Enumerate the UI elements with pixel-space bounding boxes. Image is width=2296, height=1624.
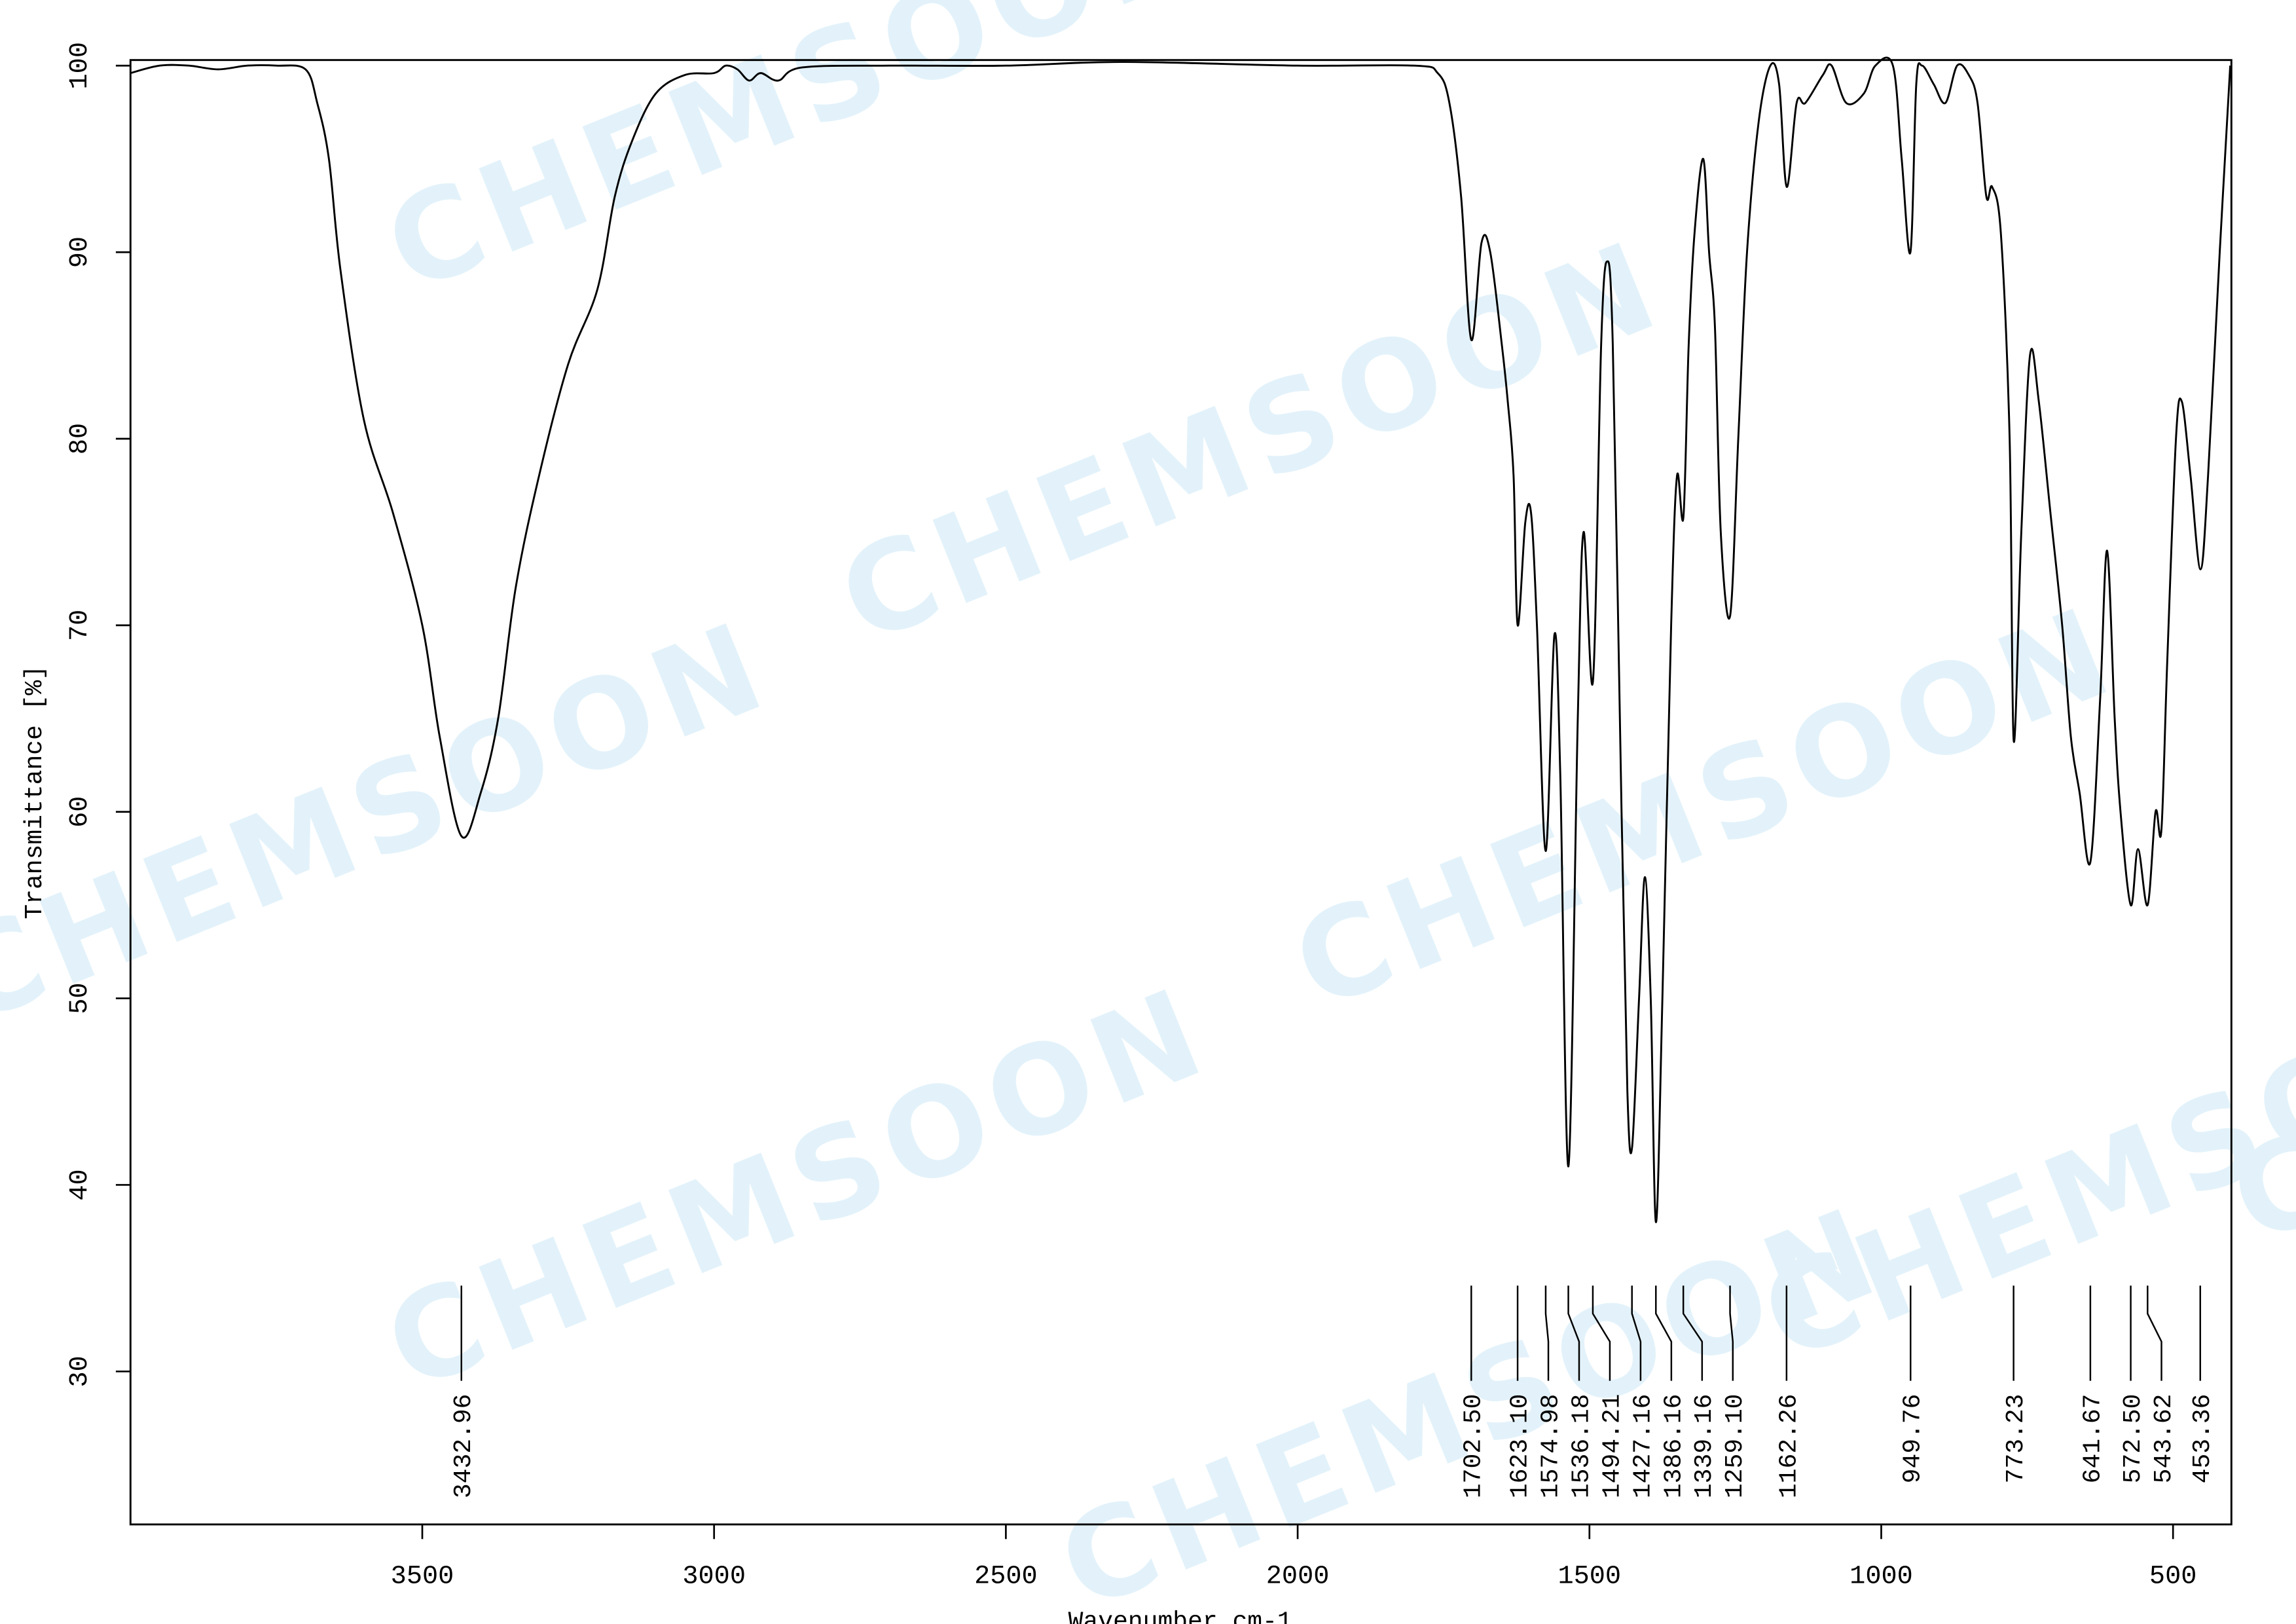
peak-label: 1259.10 bbox=[1721, 1394, 1749, 1499]
y-tick-label: 60 bbox=[65, 796, 95, 828]
x-tick-label: 3500 bbox=[391, 1561, 454, 1591]
peak-marker bbox=[1655, 1285, 1673, 1381]
peak-marker bbox=[1631, 1285, 1642, 1381]
watermark-text: CHEMSOON bbox=[368, 0, 1228, 320]
y-tick-label: 50 bbox=[65, 982, 95, 1014]
plot-frame bbox=[129, 59, 2232, 1526]
peak-marker bbox=[1544, 1285, 1550, 1381]
watermark-text: CHEMSOON bbox=[1275, 580, 2136, 1038]
x-tick-label: 2000 bbox=[1266, 1561, 1330, 1591]
peak-label: 1494.21 bbox=[1598, 1394, 1626, 1499]
x-axis: 3500 3000 2500 2000 1500 1000 500 bbox=[391, 1524, 2196, 1591]
watermark-text: CHEMSOON bbox=[368, 960, 1228, 1418]
peak-marker bbox=[1567, 1285, 1580, 1381]
peak-marker bbox=[1729, 1285, 1734, 1381]
peak-marker bbox=[1682, 1285, 1704, 1381]
x-tick-label: 2500 bbox=[974, 1561, 1038, 1591]
peak-label: 773.23 bbox=[2002, 1394, 2030, 1484]
peak-label: 1162.26 bbox=[1775, 1394, 1803, 1499]
peak-labels: 3432.96 1702.50 1623.10 1574.98 1536.18 1494.… bbox=[450, 1285, 2217, 1498]
y-tick-label: 100 bbox=[65, 42, 95, 89]
peak-label: 949.76 bbox=[1899, 1394, 1927, 1484]
peak-label: 3432.96 bbox=[450, 1394, 478, 1499]
x-tick-label: 1500 bbox=[1558, 1561, 1621, 1591]
y-tick-label: 80 bbox=[65, 423, 95, 454]
peak-label: 543.62 bbox=[2150, 1394, 2178, 1484]
peak-label: 1386.16 bbox=[1660, 1394, 1688, 1499]
spectrum-line bbox=[130, 56, 2231, 1223]
peak-label: 641.67 bbox=[2079, 1394, 2107, 1484]
peak-label: 1702.50 bbox=[1460, 1394, 1488, 1499]
peak-marker bbox=[2147, 1285, 2162, 1381]
peak-label: 1536.18 bbox=[1567, 1394, 1595, 1499]
x-tick-label: 3000 bbox=[682, 1561, 746, 1591]
peak-marker bbox=[1592, 1285, 1611, 1381]
peak-label: 572.50 bbox=[2119, 1394, 2147, 1484]
y-axis-label: Transmittance [%] bbox=[21, 665, 49, 919]
peak-label: 1623.10 bbox=[1506, 1394, 1534, 1499]
y-tick-label: 40 bbox=[65, 1169, 95, 1200]
x-tick-label: 500 bbox=[2149, 1561, 2196, 1591]
x-tick-label: 1000 bbox=[1850, 1561, 1913, 1591]
peak-label: 453.36 bbox=[2189, 1394, 2217, 1484]
peak-label: 1574.98 bbox=[1537, 1394, 1565, 1499]
x-axis-label: Wavenumber cm-1 bbox=[1068, 1608, 1292, 1624]
y-tick-label: 70 bbox=[65, 610, 95, 641]
y-tick-label: 30 bbox=[65, 1356, 95, 1387]
y-axis: 30 40 50 60 70 80 90 100 bbox=[65, 42, 131, 1387]
watermark-text: CHEMSOON bbox=[822, 213, 1682, 672]
watermark-text: CHEMSOON bbox=[0, 594, 789, 1052]
peak-label: 1339.16 bbox=[1690, 1394, 1719, 1499]
y-tick-label: 90 bbox=[65, 236, 95, 268]
peak-label: 1427.16 bbox=[1629, 1394, 1657, 1499]
